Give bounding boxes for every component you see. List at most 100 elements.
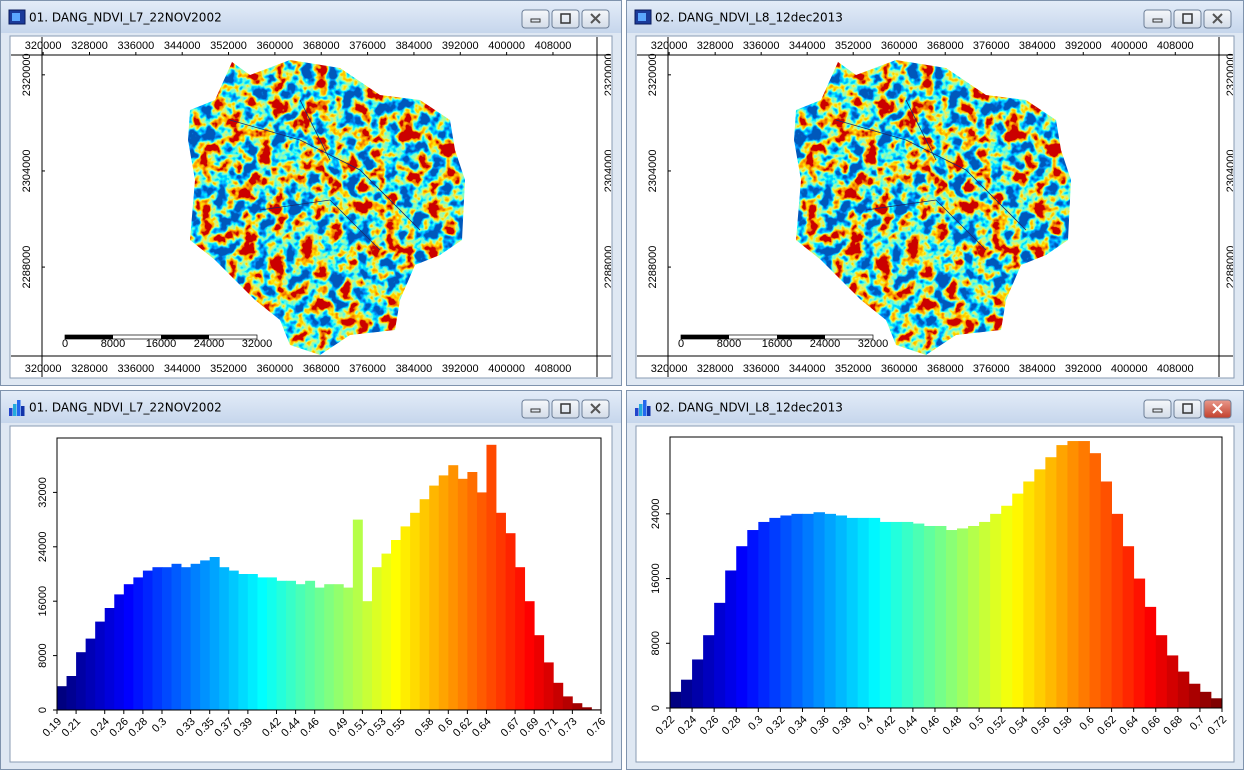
- map-x-label: 320000: [25, 40, 62, 52]
- bar: [1056, 445, 1068, 708]
- bar: [410, 512, 421, 710]
- title-bar: [627, 1, 1243, 33]
- bar: [238, 574, 249, 710]
- scale-label: 16000: [762, 338, 793, 350]
- y-tick-label: 8000: [650, 631, 662, 655]
- map-x-label: 328000: [71, 40, 108, 52]
- window-icon: [634, 9, 652, 25]
- maximize-button[interactable]: [551, 9, 580, 29]
- map-x-label: 320000: [651, 40, 688, 52]
- bar: [572, 703, 583, 710]
- bar: [467, 472, 478, 710]
- map-x-label: 376000: [349, 363, 386, 375]
- map-y-label: 2288000: [647, 246, 659, 289]
- bar: [524, 601, 535, 710]
- bar: [133, 577, 144, 710]
- bar: [505, 533, 516, 710]
- bar: [857, 517, 870, 708]
- bar: [333, 584, 344, 710]
- y-tick-label: 8000: [37, 643, 49, 667]
- bar: [553, 682, 564, 710]
- map-x-label: 384000: [396, 40, 433, 52]
- map-x-label: 384000: [1019, 40, 1056, 52]
- minimize-button[interactable]: [1143, 399, 1172, 419]
- map-y-label: 2304000: [21, 150, 33, 193]
- bar: [714, 602, 726, 708]
- bar: [846, 517, 859, 708]
- bar: [1012, 493, 1024, 708]
- window: 02. DANG_NDVI_L8_12dec2013 0 8000 16000 2400…: [626, 390, 1244, 770]
- bar: [429, 485, 440, 710]
- scale-label: 8000: [101, 338, 125, 350]
- maximize-button[interactable]: [1173, 399, 1202, 419]
- minimize-button[interactable]: [521, 9, 550, 29]
- bar: [438, 475, 449, 710]
- map-x-label: 360000: [881, 40, 918, 52]
- map-x-label: 344000: [164, 40, 201, 52]
- bar: [515, 567, 526, 710]
- map-x-label: 368000: [303, 363, 340, 375]
- close-button[interactable]: [581, 399, 610, 419]
- bar: [343, 587, 354, 710]
- bar: [946, 530, 958, 708]
- close-button[interactable]: [581, 9, 610, 29]
- window-icon: [9, 400, 25, 416]
- bar: [228, 570, 239, 710]
- maximize-button[interactable]: [1173, 9, 1202, 29]
- map-x-label: 384000: [396, 363, 433, 375]
- map-y-label: 2304000: [1225, 150, 1237, 193]
- map-x-label: 376000: [973, 363, 1010, 375]
- bar: [448, 465, 459, 710]
- bar: [1067, 441, 1079, 708]
- map-x-label: 368000: [927, 363, 964, 375]
- map-x-label: 344000: [789, 363, 826, 375]
- bar: [190, 563, 201, 710]
- map-x-label: 344000: [164, 363, 201, 375]
- bar: [161, 567, 172, 710]
- map-x-label: 376000: [973, 40, 1010, 52]
- bar: [1045, 457, 1057, 708]
- bar: [1166, 655, 1179, 708]
- minimize-button[interactable]: [521, 399, 550, 419]
- y-tick-label: 16000: [650, 563, 662, 594]
- bar: [114, 594, 125, 710]
- scale-label: 24000: [810, 338, 841, 350]
- map-x-label: 336000: [117, 363, 154, 375]
- bar: [371, 567, 382, 710]
- title-bar: [1, 1, 621, 33]
- close-button[interactable]: [1203, 9, 1232, 29]
- map-x-label: 376000: [349, 40, 386, 52]
- bar: [295, 584, 306, 710]
- bar: [934, 525, 947, 708]
- close-button[interactable]: [1203, 399, 1232, 419]
- scale-label: 32000: [858, 338, 889, 350]
- bar: [968, 525, 980, 708]
- bar: [171, 563, 182, 710]
- bar: [85, 638, 96, 710]
- bar: [104, 608, 115, 710]
- minimize-button[interactable]: [1143, 9, 1172, 29]
- bar: [670, 691, 682, 708]
- map-x-label: 336000: [743, 363, 780, 375]
- bar: [1210, 698, 1223, 708]
- maximize-button[interactable]: [551, 399, 580, 419]
- bar: [286, 580, 296, 710]
- bar: [457, 478, 468, 710]
- bar: [152, 567, 163, 710]
- bar: [1078, 441, 1090, 708]
- window: 01. DANG_NDVI_L7_22NOV200232000032000032…: [0, 0, 622, 386]
- map-y-label: 2320000: [21, 53, 33, 96]
- plot-frame: [56, 437, 602, 711]
- map-x-label: 400000: [488, 40, 525, 52]
- map-y-label: 2320000: [647, 53, 659, 96]
- bar: [923, 525, 936, 708]
- scale-segment: [777, 335, 825, 339]
- bar: [890, 521, 903, 708]
- map-x-label: 336000: [743, 40, 780, 52]
- scale-label: 32000: [242, 338, 273, 350]
- map-y-label: 2320000: [1225, 53, 1237, 96]
- map-x-label: 352000: [210, 363, 247, 375]
- map-x-label: 392000: [1065, 40, 1102, 52]
- map-x-label: 368000: [927, 40, 964, 52]
